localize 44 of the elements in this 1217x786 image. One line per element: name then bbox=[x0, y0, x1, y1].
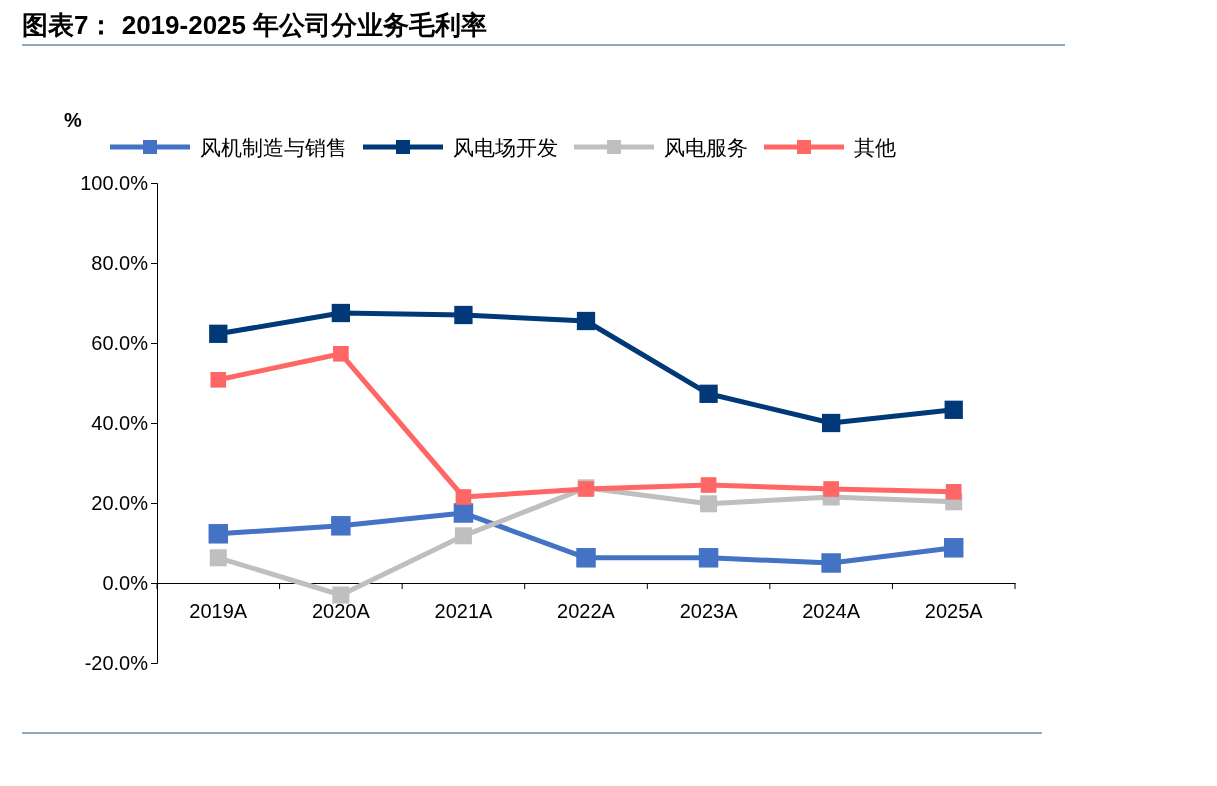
point bbox=[210, 371, 227, 388]
point bbox=[700, 477, 717, 493]
legend-label: 风机制造与销售 bbox=[200, 136, 347, 159]
point bbox=[454, 305, 473, 325]
point bbox=[823, 481, 839, 497]
point bbox=[331, 516, 351, 536]
x-tick-label: 2025A bbox=[924, 600, 984, 622]
legend-label: 风电服务 bbox=[664, 136, 748, 159]
point bbox=[576, 548, 596, 568]
y-tick-label: -20.0% bbox=[84, 651, 149, 674]
point bbox=[699, 384, 718, 403]
y-tick-label: 80.0% bbox=[91, 251, 149, 274]
point bbox=[944, 400, 963, 419]
point bbox=[945, 483, 962, 500]
point bbox=[943, 538, 964, 558]
point bbox=[821, 413, 841, 433]
y-tick-label: 0.0% bbox=[102, 571, 149, 594]
x-tick-label: 2022A bbox=[557, 600, 616, 622]
x-tick-label: 2020A bbox=[311, 600, 371, 622]
point bbox=[576, 311, 596, 331]
point bbox=[698, 548, 719, 568]
legend-label: 风电场开发 bbox=[453, 136, 558, 159]
x-tick-label: 2021A bbox=[434, 600, 493, 622]
point bbox=[454, 527, 472, 545]
point bbox=[331, 303, 351, 323]
legend-label: 其他 bbox=[854, 136, 896, 159]
y-tick-label: 60.0% bbox=[91, 331, 149, 354]
point bbox=[333, 345, 349, 362]
point bbox=[208, 524, 229, 544]
point bbox=[700, 495, 718, 513]
point bbox=[332, 586, 350, 604]
y-tick-label: 40.0% bbox=[91, 411, 149, 434]
point bbox=[209, 324, 228, 343]
x-tick-label: 2019A bbox=[189, 600, 248, 622]
point bbox=[209, 549, 227, 567]
point bbox=[453, 503, 474, 523]
chart-title: 图表7： 2019-2025 年公司分业务毛利率 bbox=[22, 10, 488, 40]
y-tick-label: 20.0% bbox=[91, 491, 149, 514]
x-tick-label: 2023A bbox=[679, 600, 739, 622]
x-tick-label: 2024A bbox=[802, 600, 861, 622]
point bbox=[821, 553, 841, 573]
y-axis-title: % bbox=[64, 109, 82, 131]
point bbox=[455, 489, 472, 505]
y-tick-label: 100.0% bbox=[80, 171, 149, 194]
